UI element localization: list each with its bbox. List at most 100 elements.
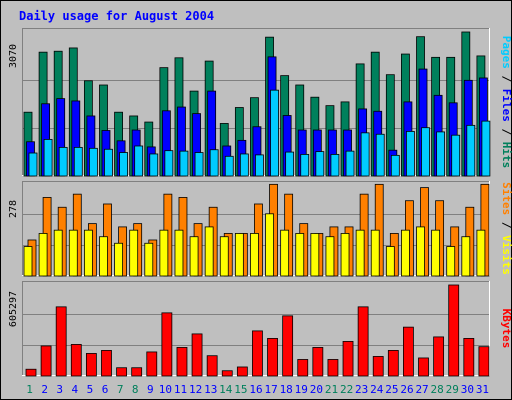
bar-kbytes (448, 284, 460, 377)
bar-kbytes (327, 359, 339, 377)
day-label: 27 (415, 383, 428, 396)
bar-visits (68, 229, 78, 277)
bar-pages (255, 154, 264, 177)
bar-pages (436, 131, 446, 177)
bar-kbytes (146, 351, 158, 377)
bar-kbytes (297, 359, 309, 377)
bar-visits (461, 236, 471, 277)
day-label: 25 (385, 383, 398, 396)
bar-kbytes (357, 306, 369, 377)
day-label: 14 (219, 383, 233, 396)
bar-pages (481, 120, 491, 177)
day-label: 1 (26, 383, 33, 396)
bar-kbytes (55, 306, 67, 377)
day-label: 17 (264, 383, 277, 396)
bar-kbytes (342, 341, 354, 377)
bar-kbytes (433, 336, 445, 377)
bar-pages (360, 132, 370, 177)
day-label: 16 (249, 383, 262, 396)
legend-entry: Visits (500, 235, 512, 275)
day-label: 12 (189, 383, 202, 396)
day-label: 10 (159, 383, 172, 396)
bar-pages (330, 154, 340, 177)
day-label: 26 (400, 383, 413, 396)
bar-visits (295, 233, 305, 277)
bar-pages (285, 151, 295, 177)
bar-visits (355, 229, 365, 277)
bar-kbytes (221, 370, 233, 377)
bar-pages (134, 145, 144, 177)
bar-kbytes (191, 333, 203, 377)
legend-labels: Pages / Files / Hits Sites / Visits KBytes (500, 36, 512, 349)
bar-kbytes (252, 330, 263, 377)
panel-pages-files-hits: 3070 (8, 28, 491, 177)
legend-entry: Pages (500, 36, 512, 69)
day-label: 3 (56, 383, 63, 396)
y-max-tick-label: 3070 (8, 44, 19, 68)
bar-pages (451, 134, 461, 177)
day-label: 30 (461, 383, 474, 396)
bar-kbytes (312, 347, 324, 377)
bar-pages (104, 148, 113, 177)
bar-kbytes (387, 350, 399, 377)
bar-pages (119, 152, 128, 177)
bar-visits (204, 226, 214, 277)
bar-pages (375, 133, 385, 177)
bar-pages (345, 150, 355, 177)
bar-kbytes (403, 326, 414, 377)
bar-kbytes (282, 315, 294, 377)
bar-visits (83, 229, 93, 277)
legend-entry: Sites (500, 182, 512, 215)
bar-pages (224, 155, 234, 177)
day-label: 21 (325, 383, 338, 396)
bar-visits (234, 233, 244, 277)
bar-pages (164, 150, 174, 177)
day-label: 19 (295, 383, 308, 396)
chart-title: Daily usage for August 2004 (19, 9, 214, 23)
bar-kbytes (176, 347, 188, 377)
bar-visits (174, 229, 184, 277)
bar-kbytes (236, 366, 248, 377)
bar-visits (250, 233, 259, 277)
bar-visits (446, 246, 456, 277)
day-label: 5 (87, 383, 94, 396)
bar-visits (219, 236, 229, 277)
bar-pages (406, 131, 415, 177)
bar-visits (265, 213, 274, 277)
bar-pages (300, 154, 310, 177)
bar-visits (144, 242, 154, 277)
day-label: 23 (355, 383, 368, 396)
bar-pages (73, 146, 83, 177)
bar-kbytes (131, 367, 143, 377)
bar-kbytes (267, 338, 278, 377)
y-max-tick-label: 605297 (8, 291, 19, 327)
bar-kbytes (206, 355, 218, 377)
day-label: 20 (310, 383, 323, 396)
panel-sites-visits: 278 (8, 181, 490, 277)
legend-entry: KBytes (500, 309, 512, 349)
bar-visits (114, 242, 123, 277)
bar-visits (431, 229, 441, 277)
day-label: 15 (234, 383, 247, 396)
day-label: 8 (132, 383, 139, 396)
legend-entry: Files (500, 89, 512, 122)
bar-pages (390, 154, 400, 177)
bar-kbytes (161, 312, 173, 377)
day-label: 13 (204, 383, 217, 396)
legend-entry: / (500, 215, 512, 235)
series-legend-mid: Sites / Visits (500, 182, 512, 275)
bar-kbytes (70, 344, 82, 377)
bar-visits (416, 226, 425, 277)
bar-pages (239, 153, 249, 177)
bar-pages (149, 153, 159, 177)
day-label: 29 (446, 383, 459, 396)
day-label: 22 (340, 383, 353, 396)
bar-pages (315, 151, 325, 177)
legend-entry: / (500, 122, 512, 142)
bar-pages (421, 127, 430, 177)
day-label: 28 (431, 383, 444, 396)
panel-kbytes: 605297 (8, 281, 490, 377)
bar-visits (310, 233, 320, 277)
bar-visits (23, 246, 33, 277)
